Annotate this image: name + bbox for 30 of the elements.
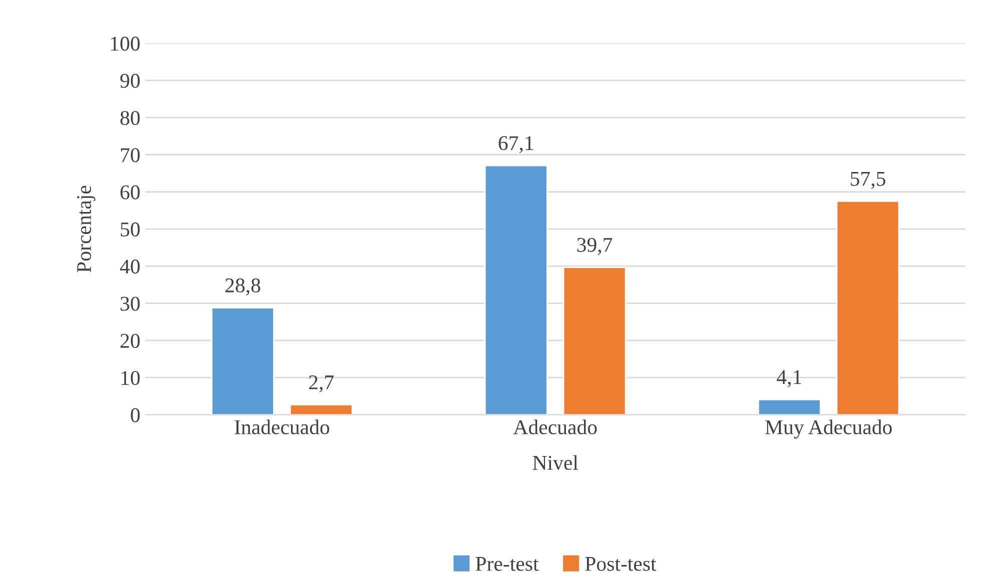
y-tick-label: 60 — [120, 185, 140, 200]
x-tick-label: Muy Adecuado — [765, 420, 892, 439]
y-tick-label: 10 — [121, 370, 140, 386]
y-axis-title: Porcentaje — [77, 186, 96, 272]
y-tick-label: 90 — [120, 74, 140, 88]
bar — [211, 307, 274, 415]
y-tick-label: 100 — [111, 36, 140, 51]
x-tick-label: Inadecuado — [234, 420, 330, 434]
x-axis-title: Nivel — [532, 455, 578, 470]
data-label: 67,1 — [498, 136, 534, 154]
bar — [758, 398, 822, 415]
legend-label: Pre-test — [476, 557, 539, 571]
y-tick-label: 80 — [120, 110, 140, 126]
data-label: 28,8 — [225, 278, 260, 296]
y-tick-label: 0 — [130, 408, 140, 422]
data-label: 2,7 — [309, 375, 334, 392]
y-tick-label: 30 — [120, 296, 140, 311]
x-tick-label: Adecuado — [513, 420, 597, 434]
y-tick-label: 50 — [120, 222, 140, 236]
legend-label: Post-test — [585, 557, 656, 571]
bar — [836, 200, 900, 415]
bar — [562, 266, 626, 415]
bar — [484, 164, 548, 415]
bar — [290, 404, 353, 415]
data-label: 57,5 — [850, 172, 886, 189]
data-label: 39,7 — [577, 238, 612, 255]
data-label: 4,1 — [776, 370, 802, 388]
y-tick-label: 20 — [120, 334, 140, 348]
y-tick-label: 70 — [121, 148, 140, 162]
y-tick-label: 40 — [120, 260, 140, 274]
